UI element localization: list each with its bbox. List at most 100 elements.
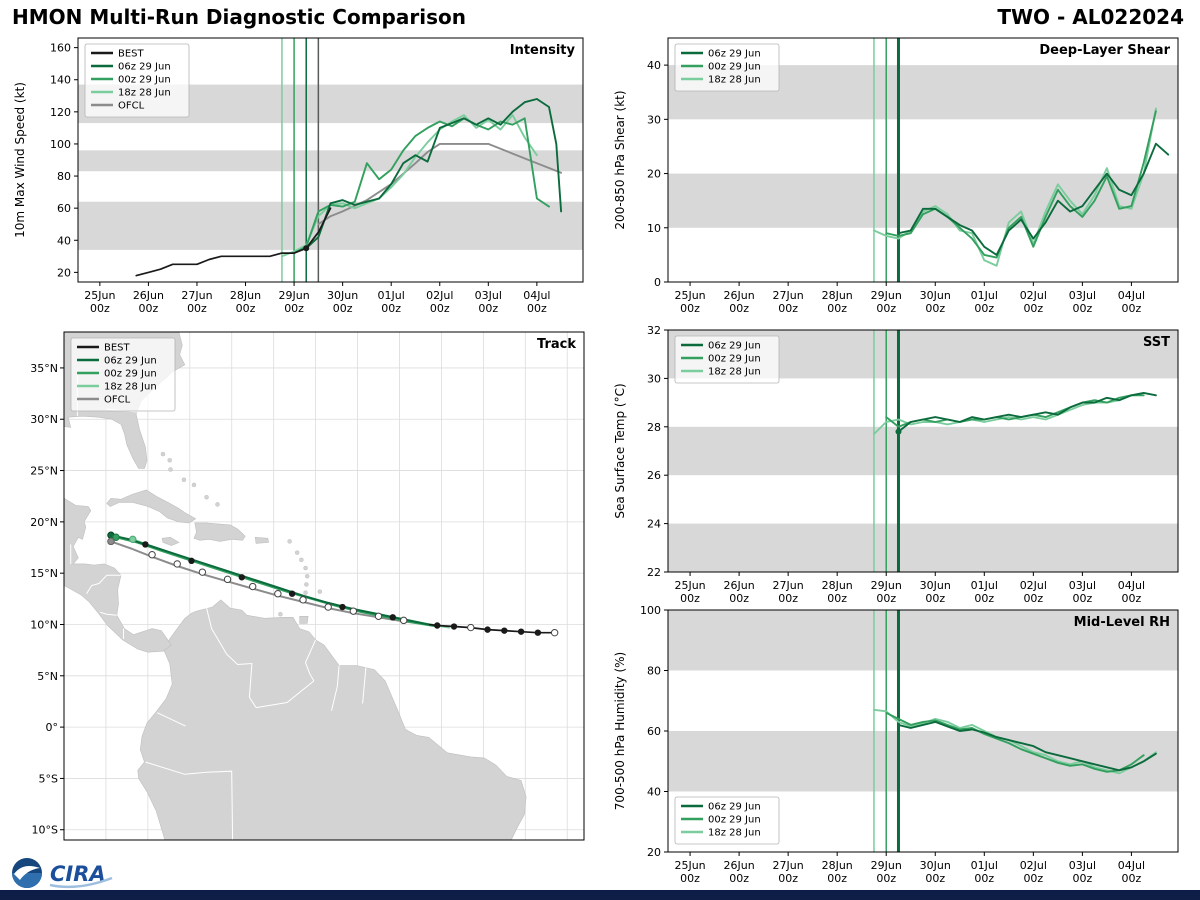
svg-text:29Jun: 29Jun xyxy=(871,289,902,302)
svg-text:00z: 00z xyxy=(1122,302,1142,315)
svg-text:10°S: 10°S xyxy=(32,824,58,837)
svg-text:00z: 00z xyxy=(333,302,353,315)
svg-text:00z: 00z xyxy=(680,872,700,885)
svg-text:100: 100 xyxy=(50,138,71,151)
intensity-chart: 25Jun00z26Jun00z27Jun00z28Jun00z29Jun00z… xyxy=(13,37,584,315)
svg-text:04Jul: 04Jul xyxy=(1118,289,1145,302)
svg-text:20: 20 xyxy=(647,168,661,181)
svg-text:Sea Surface Temp (°C): Sea Surface Temp (°C) xyxy=(613,383,627,518)
series-best xyxy=(135,207,332,277)
svg-text:00z: 00z xyxy=(778,872,798,885)
page-title: HMON Multi-Run Diagnostic Comparison xyxy=(12,5,466,29)
svg-text:03Jul: 03Jul xyxy=(1069,289,1096,302)
svg-text:100: 100 xyxy=(640,604,661,617)
svg-text:30Jun: 30Jun xyxy=(920,289,951,302)
svg-text:00z: 00z xyxy=(680,592,700,605)
land-trinidad xyxy=(299,615,309,624)
svg-text:00z 29 Jun: 00z 29 Jun xyxy=(104,369,157,380)
svg-text:00z: 00z xyxy=(827,592,847,605)
svg-text:00z: 00z xyxy=(925,302,945,315)
svg-text:10m Max Wind Speed (kt): 10m Max Wind Speed (kt) xyxy=(13,82,27,238)
track-18z-28-jun xyxy=(132,538,450,629)
storm-id: TWO - AL022024 xyxy=(997,5,1184,29)
svg-text:00z: 00z xyxy=(778,592,798,605)
svg-text:00z: 00z xyxy=(729,872,749,885)
svg-text:OFCL: OFCL xyxy=(118,101,145,112)
svg-text:27Jun: 27Jun xyxy=(181,289,212,302)
svg-text:18z 28 Jun: 18z 28 Jun xyxy=(708,367,761,378)
svg-text:06z 29 Jun: 06z 29 Jun xyxy=(708,49,761,60)
svg-text:SST: SST xyxy=(1143,335,1170,350)
svg-text:60: 60 xyxy=(647,725,661,738)
svg-text:00z: 00z xyxy=(187,302,207,315)
svg-text:28Jun: 28Jun xyxy=(822,579,853,592)
svg-text:00z: 00z xyxy=(284,302,304,315)
svg-text:00z: 00z xyxy=(527,302,547,315)
svg-text:40: 40 xyxy=(647,59,661,72)
svg-text:02Jul: 02Jul xyxy=(426,289,453,302)
svg-text:04Jul: 04Jul xyxy=(523,289,550,302)
svg-text:40: 40 xyxy=(57,234,71,247)
svg-text:25Jun: 25Jun xyxy=(674,859,705,872)
svg-text:06z 29 Jun: 06z 29 Jun xyxy=(708,802,761,813)
svg-text:00z 29 Jun: 00z 29 Jun xyxy=(708,62,761,73)
svg-text:00z: 00z xyxy=(90,302,110,315)
svg-text:32: 32 xyxy=(647,324,661,337)
svg-text:00z: 00z xyxy=(876,872,896,885)
svg-text:30Jun: 30Jun xyxy=(327,289,358,302)
svg-text:29Jun: 29Jun xyxy=(871,579,902,592)
noaa-logo xyxy=(12,858,42,888)
svg-text:04Jul: 04Jul xyxy=(1118,579,1145,592)
land-puerto_rico xyxy=(254,536,269,544)
rh-plot-area xyxy=(668,610,1178,852)
svg-text:00z: 00z xyxy=(974,872,994,885)
legend: 06z 29 Jun 00z 29 Jun 18z 28 Jun xyxy=(674,43,780,92)
legend: 06z 29 Jun 00z 29 Jun 18z 28 Jun xyxy=(674,796,780,845)
sst-chart: 25Jun00z26Jun00z27Jun00z28Jun00z29Jun00z… xyxy=(613,324,1179,605)
series-06z-29-jun xyxy=(897,391,1157,433)
svg-text:5°S: 5°S xyxy=(39,772,58,785)
svg-text:00z: 00z xyxy=(974,302,994,315)
svg-text:10°N: 10°N xyxy=(30,618,58,631)
svg-text:03Jul: 03Jul xyxy=(475,289,502,302)
shear-plot-area xyxy=(668,38,1178,282)
svg-text:27Jun: 27Jun xyxy=(773,859,804,872)
mid-level-rh-chart: 25Jun00z26Jun00z27Jun00z28Jun00z29Jun00z… xyxy=(613,604,1179,885)
svg-text:01Jul: 01Jul xyxy=(971,579,998,592)
svg-text:40: 40 xyxy=(647,786,661,799)
series-00z-29-jun xyxy=(885,110,1157,259)
svg-text:00z: 00z xyxy=(1072,872,1092,885)
svg-text:Track: Track xyxy=(537,337,576,352)
svg-text:00z: 00z xyxy=(778,302,798,315)
series-06z-29-jun xyxy=(897,720,1157,772)
svg-text:28: 28 xyxy=(647,421,661,434)
svg-text:120: 120 xyxy=(50,106,71,119)
svg-text:06z 29 Jun: 06z 29 Jun xyxy=(118,62,171,73)
svg-text:00z: 00z xyxy=(1072,592,1092,605)
svg-text:00z: 00z xyxy=(729,592,749,605)
svg-text:01Jul: 01Jul xyxy=(971,859,998,872)
track-06z-29-jun xyxy=(110,534,429,626)
svg-text:00z: 00z xyxy=(381,302,401,315)
svg-text:03Jul: 03Jul xyxy=(1069,859,1096,872)
series-00z-29-jun xyxy=(885,394,1145,428)
track-map: 35°N 30°N 25°N 20°N 15°N 10°N 5°N 0° 5°S 10°S Trac… xyxy=(30,331,585,841)
svg-text:20: 20 xyxy=(647,846,661,859)
svg-text:00z: 00z xyxy=(876,592,896,605)
svg-text:00z: 00z xyxy=(876,302,896,315)
svg-text:00z: 00z xyxy=(680,302,700,315)
svg-text:15°N: 15°N xyxy=(30,567,58,580)
svg-text:06z 29 Jun: 06z 29 Jun xyxy=(708,341,761,352)
svg-text:00z: 00z xyxy=(925,592,945,605)
land-cuba xyxy=(106,489,197,524)
svg-text:30: 30 xyxy=(647,372,661,385)
svg-text:5°N: 5°N xyxy=(37,670,58,683)
svg-text:18z 28 Jun: 18z 28 Jun xyxy=(104,382,157,393)
svg-text:30°N: 30°N xyxy=(30,413,58,426)
cira-logo: CIRA xyxy=(49,862,113,889)
svg-text:26Jun: 26Jun xyxy=(724,859,755,872)
svg-text:80: 80 xyxy=(57,170,71,183)
land-jamaica xyxy=(161,536,180,546)
svg-text:22: 22 xyxy=(647,566,661,579)
